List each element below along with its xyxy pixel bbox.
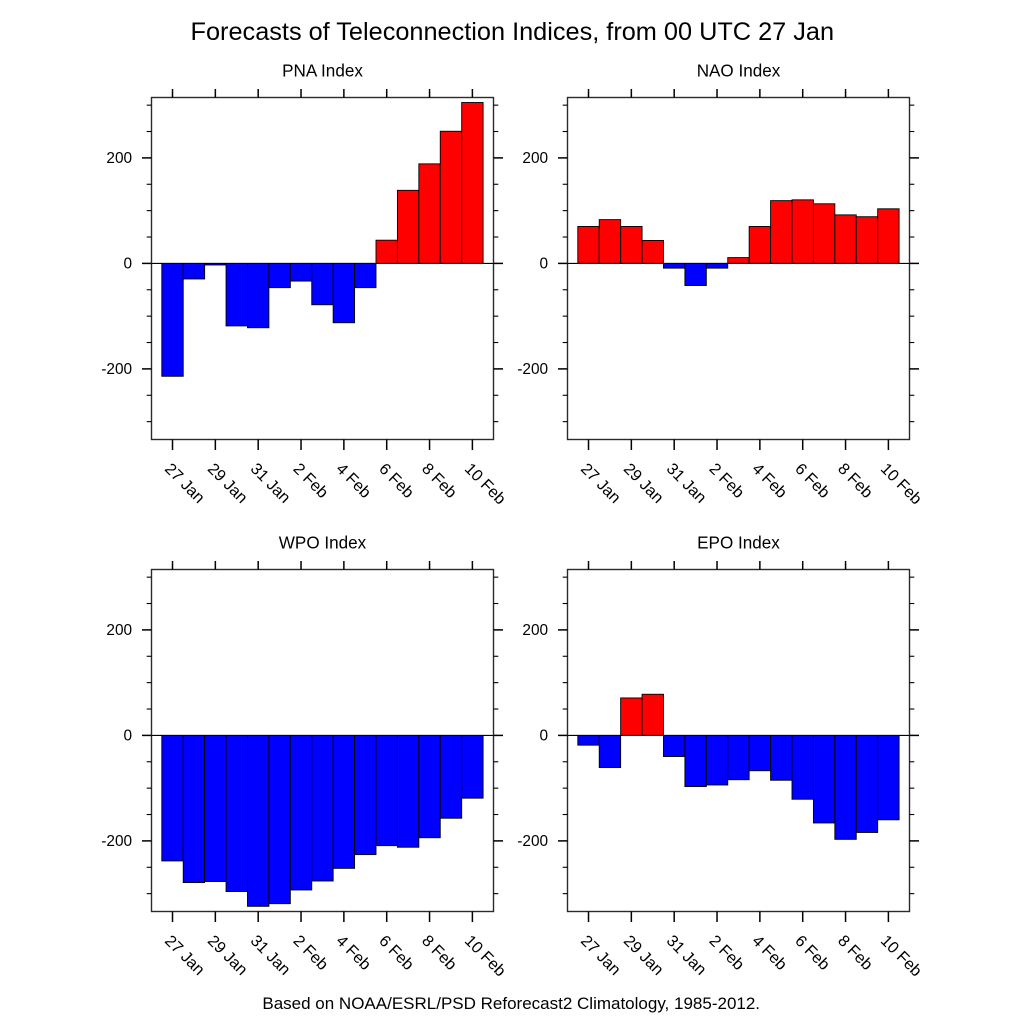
- svg-text:200: 200: [522, 150, 548, 167]
- svg-text:NAO Index: NAO Index: [697, 61, 781, 80]
- svg-text:0: 0: [124, 728, 133, 745]
- svg-text:-200: -200: [517, 833, 548, 850]
- svg-text:PNA Index: PNA Index: [282, 61, 363, 80]
- svg-text:WPO Index: WPO Index: [279, 533, 367, 552]
- svg-text:0: 0: [540, 256, 549, 273]
- svg-text:-200: -200: [101, 361, 132, 378]
- svg-text:200: 200: [106, 622, 132, 639]
- svg-text:Forecasts of Teleconnection In: Forecasts of Teleconnection Indices, fro…: [191, 18, 835, 46]
- svg-text:200: 200: [106, 150, 132, 167]
- svg-text:Based on NOAA/ESRL/PSD Reforec: Based on NOAA/ESRL/PSD Reforecast2 Clima…: [262, 994, 760, 1013]
- svg-text:-200: -200: [517, 361, 548, 378]
- svg-text:EPO Index: EPO Index: [697, 533, 780, 552]
- svg-text:0: 0: [540, 728, 549, 745]
- svg-text:0: 0: [124, 256, 133, 273]
- svg-text:-200: -200: [101, 833, 132, 850]
- svg-text:200: 200: [522, 622, 548, 639]
